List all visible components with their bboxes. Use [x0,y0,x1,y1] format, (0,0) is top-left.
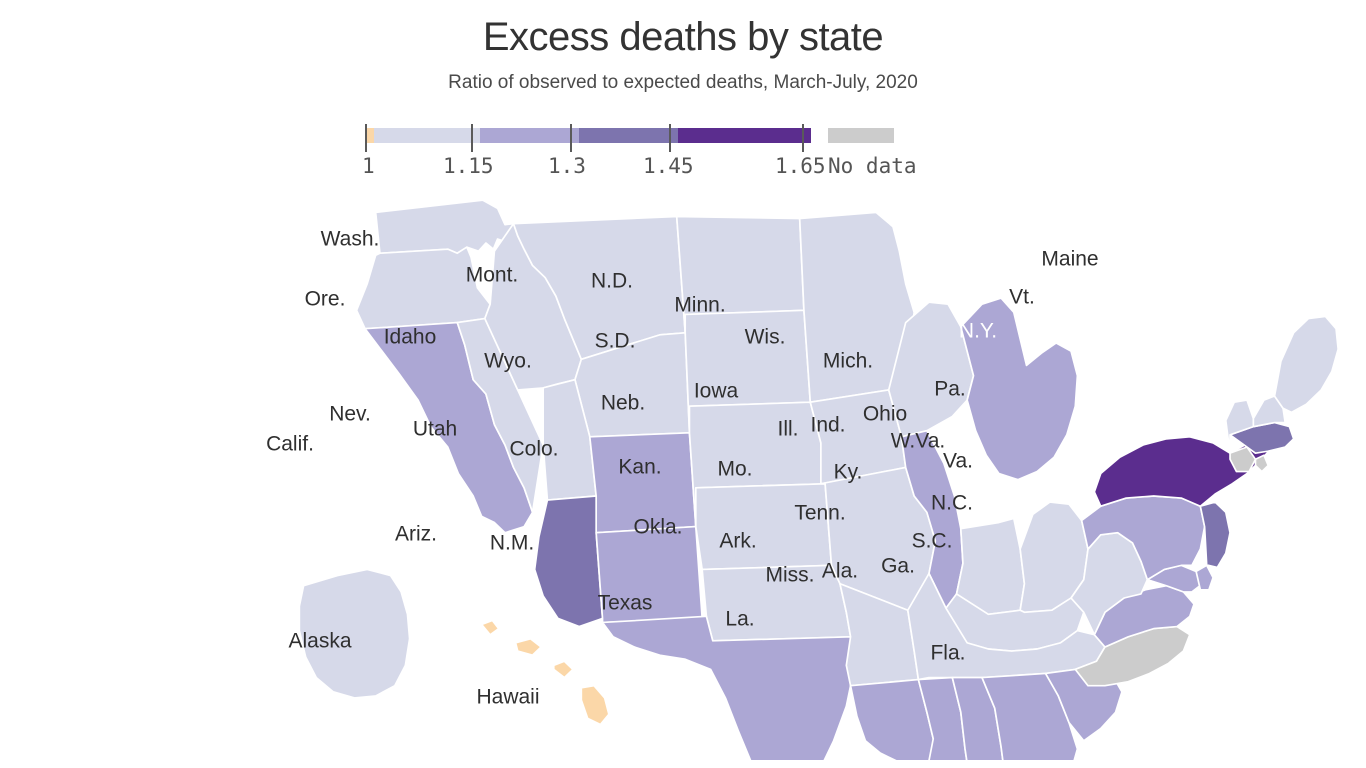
state-ks[interactable] [694,482,833,571]
state-label-va: Va. [943,450,973,473]
legend-no-data-swatch [828,128,894,143]
state-label-ks: Kan. [618,456,661,479]
legend-tick-0 [365,124,367,152]
state-label-ut: Utah [413,418,457,441]
legend-tick-label-3: 1.45 [643,154,694,178]
legend-no-data-label: No data [828,154,917,178]
state-label-wa: Wash. [321,228,380,251]
legend-tick-3 [669,124,671,152]
state-label-tx: Texas [598,592,653,615]
choropleth-map: Alaska Hawaii Wash. Ore. Calif. Nev. Idaho Mont… [0,180,1366,760]
legend-tick-4 [802,124,804,152]
state-label-wv: W.Va. [891,430,945,453]
legend: 1 1.15 1.3 1.45 1.65 No data [0,118,1366,184]
state-label-az: Ariz. [395,523,437,546]
state-label-nm: N.M. [490,532,534,555]
state-hi[interactable] [580,684,610,726]
state-label-hi: Hawaii [476,686,539,709]
state-me[interactable] [1273,315,1340,414]
page-subtitle: Ratio of observed to expected deaths, Ma… [448,72,918,93]
state-hi[interactable] [480,619,500,636]
state-label-ne: Neb. [601,392,645,415]
state-label-id: Idaho [384,326,437,349]
state-label-mt: Mont. [466,264,519,287]
state-label-nd: N.D. [591,270,633,293]
legend-tick-1 [471,124,473,152]
state-de[interactable] [1195,564,1214,591]
state-label-mi: Mich. [823,350,873,373]
state-label-mn: Minn. [674,294,725,317]
state-mi[interactable] [959,297,1079,481]
state-ak[interactable] [298,568,411,699]
state-label-sd: S.D. [595,330,636,353]
state-wa[interactable] [374,199,519,255]
state-label-vt: Vt. [1009,286,1035,309]
state-label-nc: N.C. [931,492,973,515]
state-label-la: La. [725,608,754,631]
state-label-fl: Fla. [930,642,965,665]
states-group [298,199,1340,760]
legend-segment-1 [374,128,480,143]
legend-segment-4 [678,128,811,143]
state-label-wi: Wis. [745,326,786,349]
state-label-sc: S.C. [912,530,953,553]
legend-segment-0 [365,128,374,143]
state-label-ga: Ga. [881,555,915,578]
state-label-il: Ill. [778,418,799,441]
state-az[interactable] [533,495,604,628]
state-nh[interactable] [1252,395,1287,428]
state-label-nv: Nev. [329,403,371,426]
legend-tick-label-4: 1.65 [775,154,826,178]
state-hi[interactable] [514,637,542,656]
state-label-ca: Calif. [266,433,314,456]
state-label-oh: Ohio [863,403,907,426]
state-label-ky: Ky. [834,461,863,484]
state-hi[interactable] [552,660,574,679]
state-label-al: Ala. [822,560,858,583]
legend-color-bar [365,128,811,143]
page-title: Excess deaths by state [482,15,884,59]
state-vt[interactable] [1224,399,1255,454]
legend-segment-3 [579,128,678,143]
state-label-ak: Alaska [288,630,351,653]
state-label-wy: Wyo. [484,350,532,373]
state-label-pa: Pa. [934,378,966,401]
state-label-mo: Mo. [717,458,752,481]
legend-tick-label-2: 1.3 [548,154,586,178]
us-states-svg: Alaska Hawaii Wash. Ore. Calif. Nev. Idaho Mont… [266,199,1340,760]
state-label-in: Ind. [810,414,845,437]
state-label-ia: Iowa [694,380,739,403]
legend-tick-label-0: 1 [362,154,375,178]
state-label-ar: Ark. [719,530,756,553]
state-label-ok: Okla. [633,516,682,539]
legend-tick-2 [570,124,572,152]
legend-segment-2 [480,128,579,143]
state-label-ny: N.Y. [959,320,997,343]
state-label-co: Colo. [509,438,558,461]
state-label-or: Ore. [305,288,346,311]
legend-tick-label-1: 1.15 [443,154,494,178]
state-nj[interactable] [1199,501,1231,569]
state-ri[interactable] [1254,454,1270,473]
state-label-tn: Tenn. [794,502,845,525]
state-labels-group: Alaska Hawaii Wash. Ore. Calif. Nev. Idaho Mont… [266,228,1099,709]
state-or[interactable] [355,246,492,330]
state-label-ms: Miss. [766,564,815,587]
state-label-me: Maine [1041,248,1098,271]
